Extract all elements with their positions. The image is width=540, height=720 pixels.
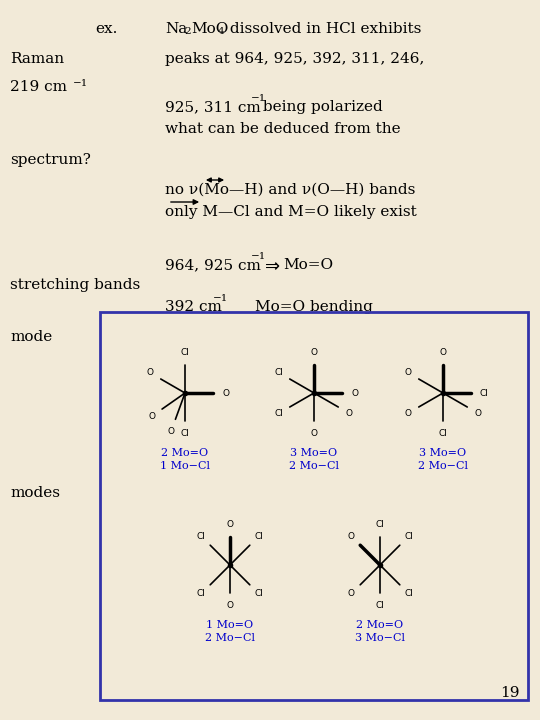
Text: 219 cm: 219 cm	[10, 80, 67, 94]
Text: −1: −1	[73, 79, 89, 88]
Text: 1 Mo−Cl: 1 Mo−Cl	[160, 461, 210, 471]
Text: O: O	[440, 348, 447, 357]
Text: dissolved in HCl exhibits: dissolved in HCl exhibits	[225, 22, 421, 36]
Text: O: O	[167, 427, 174, 436]
Text: Cl: Cl	[404, 532, 413, 541]
Text: 2 Mo−Cl: 2 Mo−Cl	[289, 461, 339, 471]
Text: 2: 2	[184, 27, 191, 36]
Text: what can be deduced from the: what can be deduced from the	[165, 122, 401, 136]
Text: Cl: Cl	[254, 532, 263, 541]
Text: Cl: Cl	[404, 589, 413, 598]
Text: 3 Mo=O: 3 Mo=O	[420, 448, 467, 458]
Text: 3 Mo−Cl: 3 Mo−Cl	[355, 633, 405, 643]
Text: being polarized: being polarized	[258, 100, 383, 114]
Bar	[100, 312, 528, 700]
Text: Na: Na	[165, 22, 187, 36]
Text: −1: −1	[251, 94, 266, 103]
Text: spectrum?: spectrum?	[10, 153, 91, 167]
Text: O: O	[310, 429, 318, 438]
Text: Cl: Cl	[438, 429, 448, 438]
Text: O: O	[226, 520, 233, 529]
Text: O: O	[226, 601, 233, 610]
Text: Cl: Cl	[197, 589, 206, 598]
Text: O: O	[146, 368, 153, 377]
Text: Cl: Cl	[479, 389, 488, 397]
Text: ⇒: ⇒	[265, 258, 280, 276]
Text: O: O	[346, 409, 353, 418]
Text: O: O	[404, 368, 411, 377]
Text: 2 Mo=O: 2 Mo=O	[356, 620, 403, 630]
Text: Cl: Cl	[274, 409, 284, 418]
Text: only M—Cl and M=O likely exist: only M—Cl and M=O likely exist	[165, 205, 417, 219]
Text: 2 Mo−Cl: 2 Mo−Cl	[205, 633, 255, 643]
Text: Raman: Raman	[10, 52, 64, 66]
Text: 4: 4	[218, 27, 225, 36]
Text: 2 Mo−Cl: 2 Mo−Cl	[418, 461, 468, 471]
Text: modes: modes	[10, 486, 60, 500]
Text: Cl: Cl	[180, 429, 190, 438]
Text: MoO: MoO	[191, 22, 228, 36]
Text: O: O	[404, 409, 411, 418]
Text: Cl: Cl	[375, 520, 384, 529]
Text: −1: −1	[213, 294, 228, 303]
Text: 964, 925 cm: 964, 925 cm	[165, 258, 261, 272]
Text: Cl: Cl	[274, 368, 284, 377]
Text: O: O	[351, 389, 358, 397]
Text: no ν(Mo—H) and ν(O—H) bands: no ν(Mo—H) and ν(O—H) bands	[165, 183, 415, 197]
Text: 925, 311 cm: 925, 311 cm	[165, 100, 261, 114]
Text: Cl: Cl	[254, 589, 263, 598]
Text: 19: 19	[501, 686, 520, 700]
Text: stretching bands: stretching bands	[10, 278, 140, 292]
Text: 392 cm: 392 cm	[165, 300, 222, 314]
Text: ex.: ex.	[95, 22, 117, 36]
Text: Cl: Cl	[197, 532, 206, 541]
Text: O: O	[348, 589, 355, 598]
Text: 2 Mo=O: 2 Mo=O	[161, 448, 208, 458]
Text: −1: −1	[251, 252, 266, 261]
Text: Cl: Cl	[180, 348, 190, 357]
Text: O: O	[222, 389, 229, 397]
Text: O: O	[310, 348, 318, 357]
Text: O: O	[348, 532, 355, 541]
Text: Mo=O bending: Mo=O bending	[255, 300, 373, 314]
Text: Cl: Cl	[375, 601, 384, 610]
Text: peaks at 964, 925, 392, 311, 246,: peaks at 964, 925, 392, 311, 246,	[165, 52, 424, 66]
Text: 1 Mo=O: 1 Mo=O	[206, 620, 254, 630]
Text: Mo=O: Mo=O	[283, 258, 333, 272]
Text: O: O	[475, 409, 482, 418]
Text: mode: mode	[10, 330, 52, 344]
Text: 3 Mo=O: 3 Mo=O	[291, 448, 338, 458]
Text: O: O	[148, 412, 155, 420]
